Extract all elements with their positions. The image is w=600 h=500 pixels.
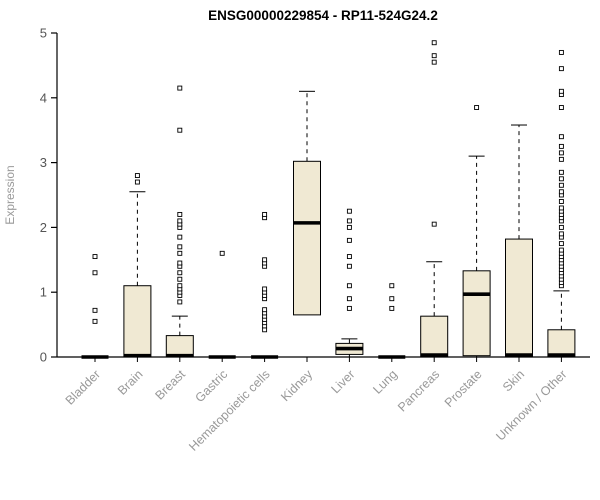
outlier-point xyxy=(262,307,268,313)
box-kidney: Kidney xyxy=(278,90,321,404)
outlier-point xyxy=(262,211,268,217)
box-skin: Skin xyxy=(500,124,533,394)
outlier-point xyxy=(558,224,564,230)
outlier-point xyxy=(219,250,225,256)
category-label: Prostate xyxy=(442,367,485,410)
outlier-point xyxy=(177,234,183,240)
chart-title: ENSG00000229854 - RP11-524G24.2 xyxy=(208,8,438,23)
outlier-point xyxy=(431,53,437,59)
outlier-point xyxy=(262,257,268,263)
outlier-point xyxy=(92,307,98,313)
outlier-point xyxy=(346,218,352,224)
category-label: Skin xyxy=(500,367,527,394)
outlier-point xyxy=(262,286,268,292)
category-label: Hematopoietic cells xyxy=(186,367,273,454)
outlier-point xyxy=(558,143,564,149)
outlier-point xyxy=(389,296,395,302)
y-tick-label: 3 xyxy=(40,155,47,170)
category-label: Bladder xyxy=(63,367,103,407)
category-label: Kidney xyxy=(278,367,315,404)
outlier-point xyxy=(431,59,437,65)
outlier-point xyxy=(474,105,480,110)
outlier-point xyxy=(346,237,352,243)
outlier-point xyxy=(389,305,395,311)
iqr-box xyxy=(547,329,576,358)
outlier-point xyxy=(177,270,183,276)
outlier-point xyxy=(346,283,352,289)
y-tick-label: 1 xyxy=(40,285,47,300)
category-label: Gastric xyxy=(192,367,230,405)
category-label: Breast xyxy=(152,367,188,403)
y-tick-label: 5 xyxy=(40,26,47,41)
box-gastric: Gastric xyxy=(192,250,236,405)
outlier-point xyxy=(558,199,564,204)
outlier-point xyxy=(558,241,564,247)
outlier-point xyxy=(346,263,352,269)
outlier-point xyxy=(346,224,352,230)
box-lung: Lung xyxy=(370,283,406,397)
outlier-point xyxy=(177,250,183,256)
category-label: Brain xyxy=(115,367,146,398)
outlier-point xyxy=(177,276,183,282)
outlier-point xyxy=(177,283,183,289)
outlier-point xyxy=(558,169,564,175)
outlier-point xyxy=(346,208,352,214)
outlier-point xyxy=(558,49,564,55)
iqr-box xyxy=(165,335,194,358)
y-tick-label: 4 xyxy=(40,90,47,105)
outlier-point xyxy=(389,283,395,289)
outlier-point xyxy=(558,176,564,182)
box-prostate: Prostate xyxy=(442,105,491,410)
iqr-box xyxy=(462,270,491,357)
outlier-point xyxy=(558,182,564,188)
outlier-point xyxy=(177,211,183,217)
outlier-point xyxy=(177,260,183,266)
outlier-point xyxy=(92,270,98,276)
outlier-point xyxy=(262,327,268,333)
outlier-point xyxy=(558,189,564,195)
category-label: Pancreas xyxy=(395,367,442,414)
y-tick-label: 0 xyxy=(40,350,47,365)
outlier-point xyxy=(558,105,564,110)
box-bladder: Bladder xyxy=(63,254,109,408)
outlier-point xyxy=(558,231,564,237)
outlier-point xyxy=(558,66,564,72)
outlier-point xyxy=(92,318,98,324)
axes: 0 1 2 3 4 5 xyxy=(40,26,590,365)
category-label: Lung xyxy=(370,367,400,397)
outlier-point xyxy=(134,179,140,185)
outlier-point xyxy=(177,218,183,224)
iqr-box xyxy=(505,238,533,358)
box-brain: Brain xyxy=(115,173,152,398)
outlier-point xyxy=(177,299,183,305)
outlier-point xyxy=(346,296,352,302)
outlier-point xyxy=(558,247,564,253)
iqr-box xyxy=(420,315,449,358)
iqr-box xyxy=(123,285,152,358)
outlier-point xyxy=(558,205,564,211)
outlier-point xyxy=(431,40,437,46)
category-label: Liver xyxy=(328,367,357,396)
outlier-point xyxy=(177,127,183,133)
box-breast: Breast xyxy=(152,85,194,403)
outlier-point xyxy=(346,305,352,311)
outlier-point xyxy=(431,221,437,227)
box-hematopoietic-cells: Hematopoietic cells xyxy=(186,211,279,454)
outlier-point xyxy=(558,134,564,140)
outlier-point xyxy=(177,85,183,91)
outlier-point xyxy=(558,150,564,156)
y-tick-label: 2 xyxy=(40,220,47,235)
outlier-point xyxy=(92,254,98,260)
box-liver: Liver xyxy=(328,208,364,396)
iqr-box xyxy=(293,160,321,316)
outlier-point xyxy=(134,173,140,179)
outlier-point xyxy=(177,244,183,250)
outlier-point xyxy=(346,254,352,260)
outlier-point xyxy=(558,88,564,94)
outlier-point xyxy=(558,156,564,162)
